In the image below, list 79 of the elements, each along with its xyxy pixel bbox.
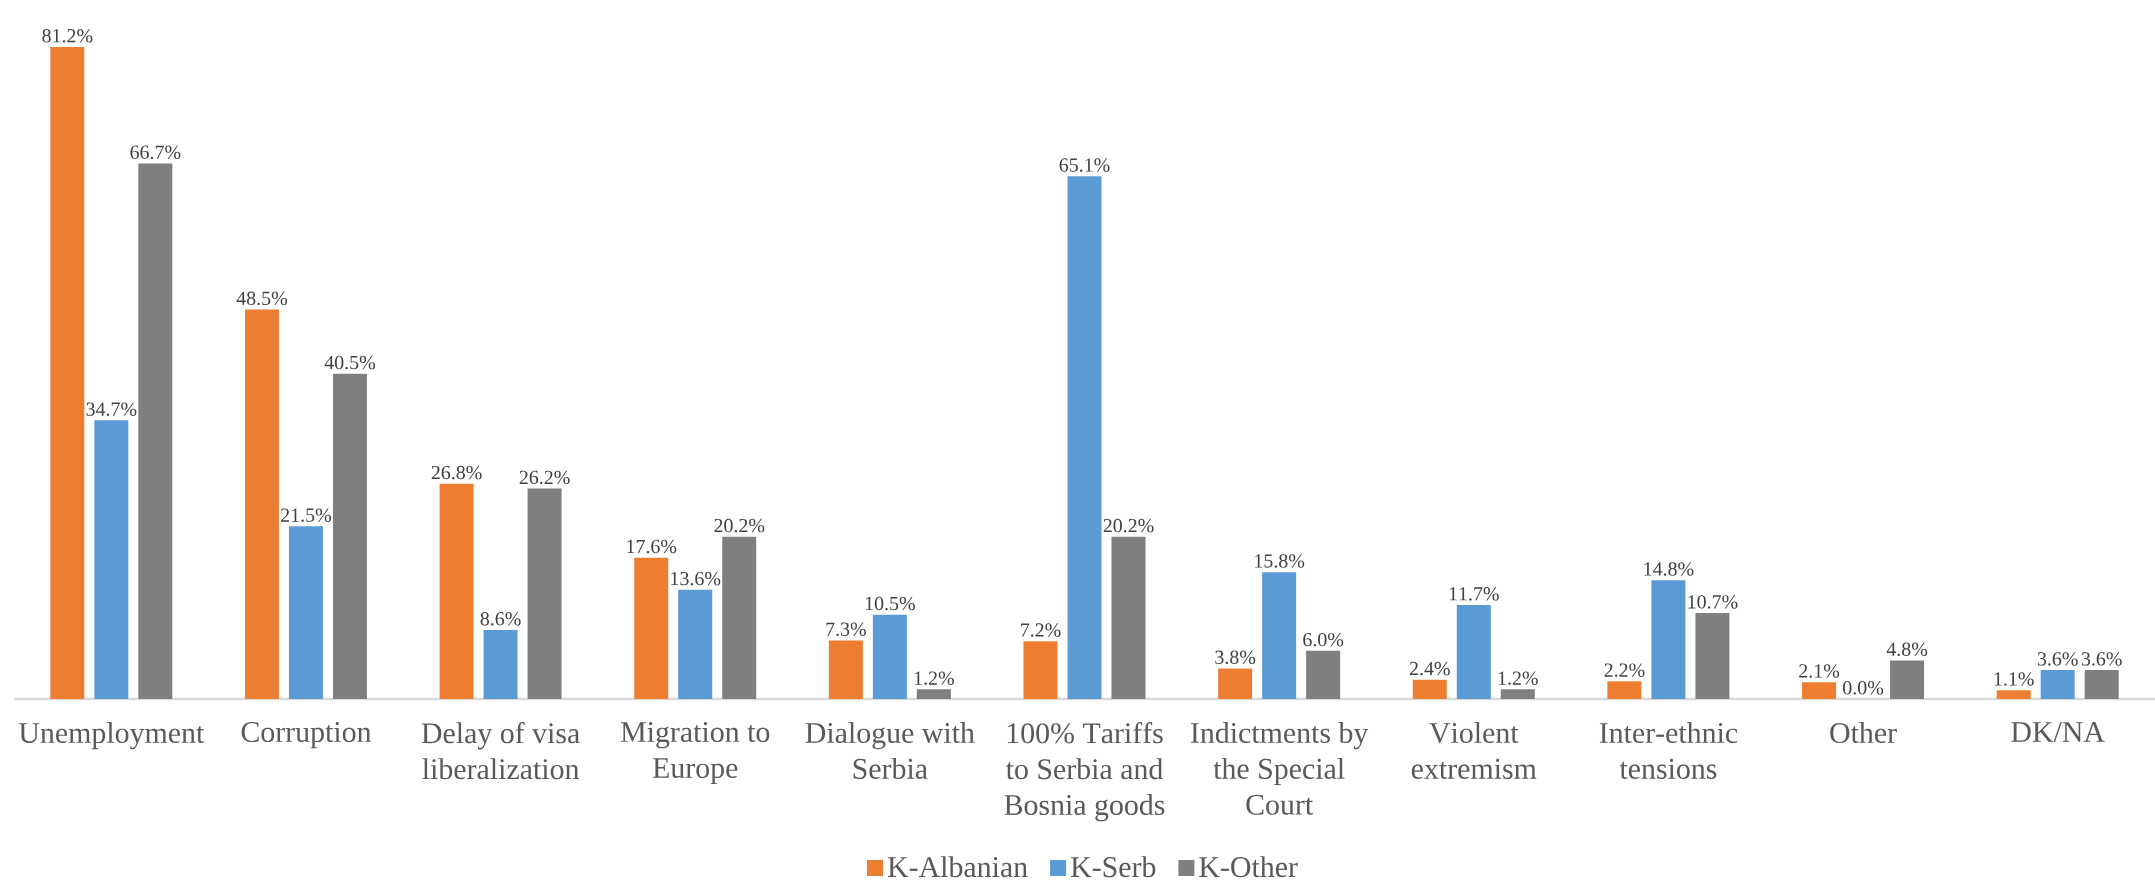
data-label: 11.7% (1449, 587, 1499, 601)
bar (94, 420, 129, 699)
bar (678, 589, 713, 699)
x-tick-label: 100% Tariffs to Serbia and Bosnia goods (1004, 722, 1165, 822)
data-label: 14.8% (1644, 562, 1694, 576)
bar (1890, 660, 1925, 699)
bar (916, 689, 951, 699)
data-label: 7.3% (826, 622, 866, 636)
bar (527, 488, 562, 699)
data-label: 40.5% (324, 355, 376, 370)
data-label: 2.2% (1604, 663, 1645, 677)
data-label: 65.1% (1059, 158, 1110, 172)
bar (1456, 605, 1491, 699)
data-label: 0.0% (1843, 681, 1884, 695)
bar (1306, 650, 1341, 699)
bar (828, 640, 863, 699)
data-label: 34.7% (86, 402, 137, 416)
data-label: 20.2% (1103, 518, 1154, 533)
data-label: 13.6% (671, 571, 721, 586)
x-tick-label: Migration to Europe (620, 722, 770, 785)
bar (244, 309, 279, 699)
data-label: 2.1% (1799, 664, 1840, 678)
bar (2084, 670, 2119, 699)
legend-label: K-Other (1199, 856, 1298, 878)
data-label: 1.2% (914, 671, 954, 685)
x-tick-label: Dialogue with Serbia (805, 722, 975, 779)
x-tick-label: DK/NA (2011, 722, 2105, 743)
legend-label: K-Albanian (887, 856, 1028, 878)
x-tick-label: Other (1830, 722, 1897, 744)
bar (1218, 668, 1253, 699)
data-label: 20.2% (714, 518, 765, 533)
data-label: 48.5% (236, 291, 288, 306)
bar (50, 46, 85, 699)
data-label: 4.8% (1886, 642, 1928, 657)
bar (722, 536, 757, 699)
bar (1695, 613, 1730, 699)
data-label: 8.6% (480, 612, 521, 626)
bar (1111, 536, 1146, 699)
data-label: 26.2% (519, 470, 570, 485)
bar (439, 483, 474, 699)
legend-label: K-Serb (1070, 856, 1156, 878)
bar (1023, 641, 1058, 699)
bar (1607, 681, 1642, 699)
x-tick-label: Corruption (241, 722, 372, 749)
data-label: 10.7% (1688, 595, 1738, 609)
bar (1996, 690, 2031, 699)
data-label: 1.1% (1994, 672, 2034, 686)
data-label: 3.6% (2037, 652, 2078, 666)
bar (138, 163, 173, 699)
data-label: 7.2% (1021, 623, 1061, 637)
data-label: 3.8% (1215, 650, 1256, 665)
bar (1500, 689, 1535, 699)
data-label: 17.6% (627, 539, 677, 554)
bar (288, 526, 323, 699)
data-label: 2.4% (1409, 661, 1450, 676)
x-tick-label: Unemployment (18, 722, 205, 750)
data-label: 1.2% (1498, 671, 1538, 685)
data-label: 26.8% (431, 465, 482, 480)
bar (634, 557, 669, 699)
x-tick-label: Violent extremism (1411, 722, 1537, 779)
data-label: 6.0% (1303, 632, 1344, 647)
x-tick-label: Indictments by the Special Court (1191, 722, 1369, 815)
bar (1412, 679, 1447, 699)
data-label: 81.2% (42, 29, 93, 43)
bar (1067, 176, 1102, 699)
bar (2040, 670, 2075, 699)
data-label: 10.5% (865, 596, 915, 611)
x-tick-label: Delay of visa liberalization (421, 722, 580, 780)
bar (483, 629, 518, 699)
bar (872, 614, 907, 699)
x-tick-label: Inter-ethnic tensions (1599, 722, 1738, 779)
bar (1262, 572, 1297, 699)
bar (1802, 682, 1837, 699)
bar (1651, 580, 1686, 699)
data-label: 21.5% (281, 508, 332, 522)
bar (332, 373, 367, 699)
data-label: 3.6% (2081, 652, 2122, 666)
data-label: 15.8% (1255, 554, 1305, 568)
data-label: 66.7% (130, 145, 181, 159)
